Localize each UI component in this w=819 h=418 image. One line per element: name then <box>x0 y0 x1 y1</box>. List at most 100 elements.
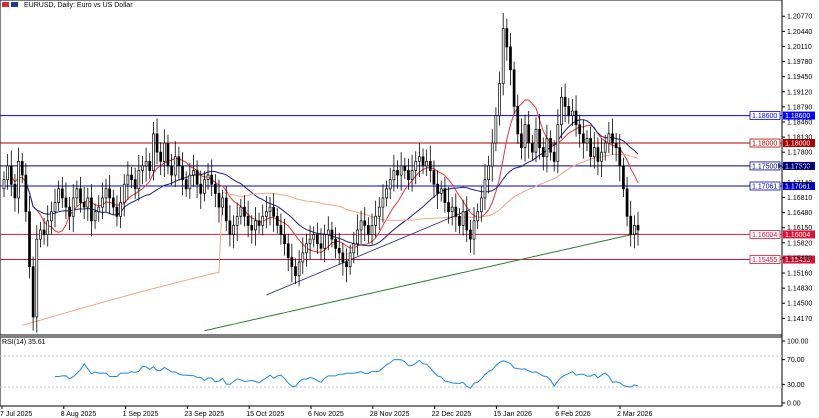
candle-bull <box>425 160 429 167</box>
level-price-label: 1.17061 <box>785 184 810 191</box>
candle-bear <box>334 238 337 249</box>
candle-bear <box>509 46 512 71</box>
x-tick-label: 2 Mar 2026 <box>617 411 653 418</box>
candle <box>348 244 352 275</box>
x-tick-label: 6 Feb 2026 <box>555 411 591 418</box>
rsi-tick-label: 100.00 <box>787 339 809 346</box>
level-price-tag <box>783 230 815 239</box>
candle <box>217 179 221 223</box>
candle <box>589 126 592 167</box>
y-tick-label: 1.20440 <box>787 29 812 36</box>
candle-bear <box>64 197 68 208</box>
y-tick-label: 1.19450 <box>787 74 812 81</box>
candle-bull <box>534 128 538 153</box>
candle <box>264 196 268 229</box>
candle <box>192 154 195 187</box>
candle-bear <box>407 170 410 181</box>
candle <box>341 242 345 276</box>
candle <box>458 208 461 234</box>
candle <box>144 147 148 182</box>
y-tick-label: 1.18130 <box>787 135 812 142</box>
candle-bull <box>75 188 79 199</box>
y-tick-label: 1.14830 <box>787 286 812 293</box>
candle <box>173 141 177 187</box>
candle-bull <box>122 183 126 203</box>
candle <box>272 193 275 232</box>
candle <box>170 154 173 186</box>
candle-bull <box>97 206 101 213</box>
candle-bear <box>345 261 348 267</box>
candle <box>381 184 385 223</box>
y-tick-label: 1.16150 <box>787 225 812 232</box>
level-price-label: 1.18600 <box>785 113 810 120</box>
ma-slow-line <box>22 153 639 326</box>
candle-bear <box>283 234 286 245</box>
candle <box>148 153 152 179</box>
candle <box>407 158 410 190</box>
candle-bear <box>111 197 115 208</box>
candle-bear <box>90 197 93 222</box>
candle-bull <box>381 197 385 208</box>
candle-bear <box>250 225 254 231</box>
candle <box>2 171 6 198</box>
candle-bear <box>341 252 345 263</box>
candle-bear <box>184 179 188 190</box>
candle <box>243 195 246 227</box>
candle <box>20 153 24 184</box>
candle <box>534 117 538 163</box>
current-price-arrow <box>778 162 782 169</box>
candle <box>512 61 516 115</box>
candle <box>141 155 144 185</box>
candle-bull <box>633 225 636 235</box>
level-line-label-box <box>749 255 781 264</box>
candle-bear <box>316 234 319 245</box>
candle <box>574 95 578 137</box>
candle <box>585 130 589 152</box>
candle-bull <box>93 211 97 222</box>
rsi-tick-label: 70.00 <box>787 357 805 364</box>
candle-bull <box>141 165 144 171</box>
candle-bear <box>224 197 228 222</box>
x-tick-label: 23 Sep 2025 <box>184 411 224 418</box>
candle <box>326 216 330 251</box>
candle-bull <box>86 197 90 208</box>
candle-bull <box>144 160 148 167</box>
candle-bull <box>607 133 611 144</box>
candle-bull <box>556 124 560 162</box>
candle <box>301 237 305 274</box>
candle-bull <box>203 179 206 194</box>
candle-bull <box>50 211 53 222</box>
candle <box>213 174 217 208</box>
candle-bull <box>137 170 141 190</box>
candle <box>571 99 574 126</box>
candle-bull <box>206 174 210 181</box>
candle <box>549 130 552 161</box>
candle-bear <box>541 147 545 158</box>
candle-bull <box>523 124 527 148</box>
candle-bear <box>629 215 633 235</box>
candle <box>9 150 13 197</box>
candle-bull <box>239 206 243 217</box>
candle <box>53 188 57 228</box>
candle <box>50 201 53 235</box>
candle <box>119 186 122 229</box>
candle <box>345 248 348 283</box>
candle-bear <box>210 174 214 185</box>
candle-bull <box>348 252 352 267</box>
candle <box>578 114 582 148</box>
candle-bear <box>563 96 567 107</box>
candle <box>538 113 541 160</box>
candle <box>206 163 210 190</box>
candle <box>618 133 622 182</box>
candle-bear <box>465 211 469 231</box>
candle-bull <box>312 234 316 240</box>
candle-bear <box>552 151 556 162</box>
candle-bear <box>148 160 152 171</box>
candle <box>246 200 250 238</box>
candle-bull <box>600 151 603 162</box>
candle <box>403 157 407 179</box>
candle <box>104 178 108 212</box>
candle <box>385 180 388 207</box>
candle-bear <box>195 170 199 185</box>
